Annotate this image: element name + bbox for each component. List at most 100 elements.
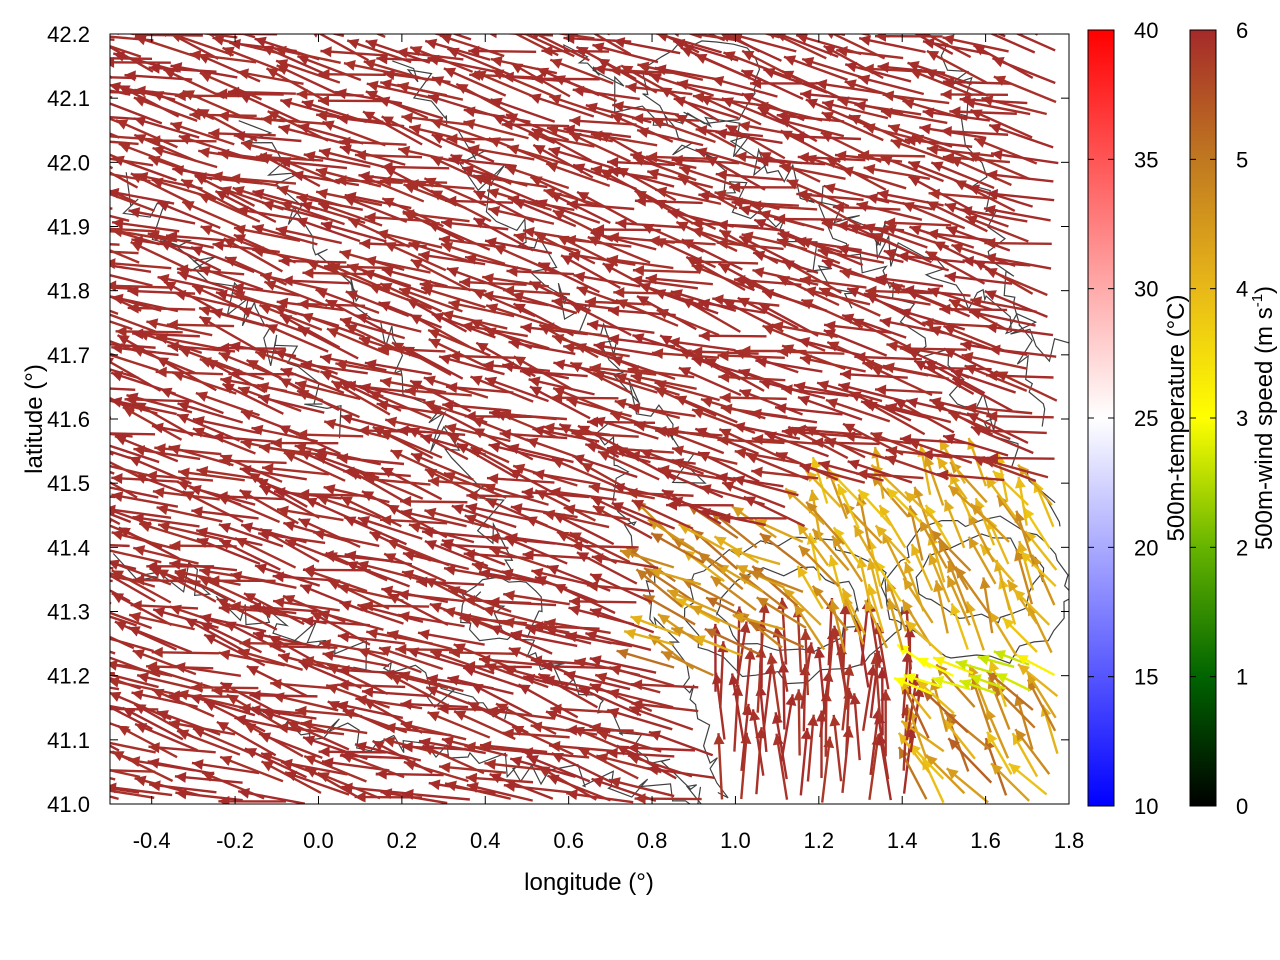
wind-vector-shaft [110,776,116,781]
wind-vector-head [273,597,285,608]
wind-vector [946,575,971,626]
wind-vector-head [148,742,160,754]
wind-vector [482,605,549,627]
wind-vector [799,727,812,796]
wind-vector-shaft [383,552,447,583]
wind-vector [530,721,598,736]
wind-vector [861,664,878,731]
wind-vector-head [574,657,587,669]
wind-vector [743,648,756,716]
wind-vector-head [92,130,103,141]
wind-vector-head [448,647,461,659]
wind-vector-head [667,589,680,600]
wind-vector [839,603,851,671]
wind-vector-head [713,733,725,745]
wind-vector-head [438,762,451,773]
wind-vector [828,554,845,604]
wind-vector-head [948,738,960,750]
wind-vector-head [543,675,556,687]
wind-vector [397,611,465,628]
wind-vector-shaft [203,700,266,733]
wind-vector-head [505,34,506,35]
wind-vector-head [93,668,105,679]
wind-vector [509,756,576,779]
wind-vector-shaft [465,776,534,784]
wind-vector-head [65,435,77,445]
wind-vector-head [933,656,946,667]
wind-vector-head [110,97,111,100]
wind-vector [568,595,637,607]
wind-vector [967,536,997,585]
wind-vector [931,675,971,691]
wind-vector-shaft [254,564,321,587]
wind-vector-shaft [832,714,843,782]
wind-vector-head [354,791,366,803]
wind-vector [302,564,371,576]
wind-vector [216,720,277,757]
wind-vector-head [302,656,315,667]
wind-vector-shaft [608,778,675,798]
wind-vector-head [987,731,998,745]
wind-vector [378,646,444,671]
wind-vector-head [969,674,982,685]
wind-vector-shaft [386,631,453,651]
wind-vector-head [322,650,335,662]
wind-vector-shaft [184,617,246,653]
wind-vector-head [521,747,534,759]
wind-vector-shaft [147,760,215,776]
wind-vector-head [596,752,609,764]
wind-vector [147,757,215,776]
wind-vector-shaft [425,686,490,713]
wind-vector-head [304,755,317,766]
wind-vector-head [541,660,553,672]
wind-vector [284,770,350,796]
wind-vector-head [110,676,120,688]
wind-vector-head [280,758,293,770]
wind-vector-shaft [218,651,286,667]
wind-vector [361,600,430,612]
wind-vector-head [1017,664,1030,676]
wind-vector-head [772,712,783,725]
terrain-contour [251,706,702,804]
wind-vector-shaft [284,538,349,566]
wind-vector-shaft [110,470,115,475]
wind-vector [336,700,404,720]
wind-vector [464,660,532,672]
wind-vector-head [427,711,440,722]
wind-vector [886,598,904,651]
wind-vector-head [1002,617,1015,630]
wind-vector-head [88,603,100,613]
wind-vector [416,576,485,588]
wind-vector-head [149,780,161,792]
wind-vector [979,543,1015,583]
wind-vector-head [88,630,100,641]
wind-vector [229,601,297,615]
wind-vector-head [238,787,250,799]
wind-vector-head [616,648,629,660]
wind-vector-shaft [134,722,198,752]
wind-vector-head [589,655,602,667]
wind-vector-head [234,714,247,726]
wind-vector-shaft [174,775,243,784]
wind-vector [577,747,639,780]
wind-vector [218,538,281,571]
wind-vector-shaft [237,790,306,804]
wind-vector-shaft [904,602,912,670]
wind-vector [566,789,634,804]
wind-vector-head [807,714,819,727]
wind-vector-head [174,771,187,783]
wind-vector-head [50,761,62,772]
wind-vector-head [361,686,374,698]
wind-vector-head [70,569,82,579]
wind-vector-head [501,568,514,580]
wind-vector [1014,728,1051,775]
wind-vector-shaft [276,725,345,736]
wind-vector-shaft [262,710,328,734]
wind-vector-head [828,555,839,568]
wind-vector-head [849,693,861,705]
wind-vector [114,620,177,651]
wind-vector [748,569,804,593]
wind-vector-shaft [565,633,633,648]
wind-vector-head [830,625,842,638]
wind-vector-shaft [110,722,131,732]
